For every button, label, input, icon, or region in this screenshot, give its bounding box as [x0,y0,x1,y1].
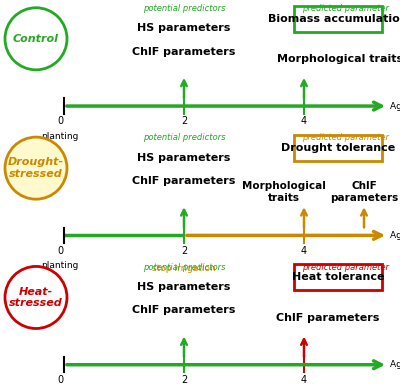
Text: stop irrigation: stop irrigation [152,264,216,273]
Text: Age, weeks: Age, weeks [390,231,400,240]
Text: predicted parameter: predicted parameter [302,133,390,142]
Text: 0: 0 [57,116,63,126]
Text: Drought-
stressed: Drought- stressed [8,157,64,179]
Text: HS parameters: HS parameters [137,152,231,163]
Text: HS parameters: HS parameters [137,282,231,292]
Text: ChlF parameters: ChlF parameters [132,47,236,57]
FancyBboxPatch shape [294,135,382,161]
FancyBboxPatch shape [294,265,382,290]
Ellipse shape [5,267,67,329]
Text: ChlF parameters: ChlF parameters [276,313,380,323]
Text: 2: 2 [181,375,187,385]
Text: Age, weeks: Age, weeks [390,102,400,111]
Text: 2: 2 [181,116,187,126]
Text: Drought tolerance: Drought tolerance [281,143,395,153]
Text: 0: 0 [57,375,63,385]
Text: Heat tolerance: Heat tolerance [292,272,384,282]
Text: 0: 0 [57,246,63,256]
Text: Morphological traits: Morphological traits [277,54,400,64]
Text: predicted parameter: predicted parameter [302,263,390,272]
Text: Control: Control [13,34,59,44]
Text: 4: 4 [301,246,307,256]
Text: ChlF parameters: ChlF parameters [132,305,236,315]
Text: planting: planting [41,261,79,270]
Text: ChlF
parameters: ChlF parameters [330,181,398,203]
Text: predicted parameter: predicted parameter [302,4,390,13]
Text: ChlF parameters: ChlF parameters [132,176,236,186]
Text: potential predictors: potential predictors [143,4,225,13]
Text: potential predictors: potential predictors [143,133,225,142]
Text: HS parameters: HS parameters [137,23,231,33]
Ellipse shape [5,137,67,199]
Ellipse shape [5,8,67,70]
Text: 2: 2 [181,246,187,256]
Text: 4: 4 [301,375,307,385]
Text: Heat-
stressed: Heat- stressed [9,287,63,308]
Text: planting: planting [41,132,79,141]
Text: 4: 4 [301,116,307,126]
Text: potential predictors: potential predictors [143,263,225,272]
Text: Biomass accumulation: Biomass accumulation [268,14,400,24]
Text: Age, weeks: Age, weeks [390,360,400,369]
FancyBboxPatch shape [294,6,382,32]
Text: Morphological
traits: Morphological traits [242,181,326,203]
